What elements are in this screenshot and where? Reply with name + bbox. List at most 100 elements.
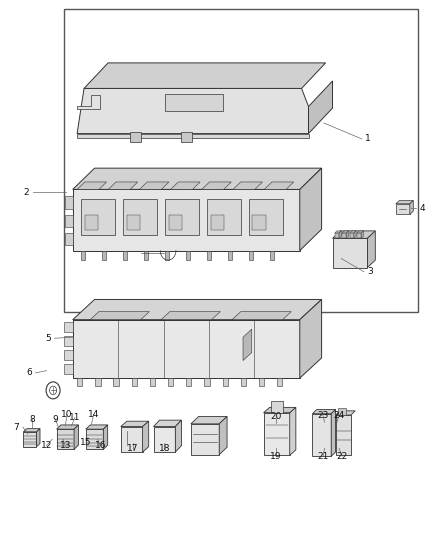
Bar (228, 251, 232, 260)
Bar (77, 378, 82, 385)
Bar (81, 251, 85, 260)
Polygon shape (339, 231, 341, 238)
Bar (150, 378, 155, 385)
Text: 24: 24 (333, 411, 345, 420)
Polygon shape (121, 426, 143, 452)
Bar (81, 199, 115, 235)
Polygon shape (161, 312, 220, 320)
Bar (169, 215, 182, 230)
Polygon shape (350, 231, 356, 233)
Polygon shape (23, 432, 36, 447)
Bar (211, 215, 224, 230)
Text: 3: 3 (367, 268, 373, 276)
Polygon shape (336, 415, 351, 455)
Polygon shape (354, 231, 356, 238)
Polygon shape (233, 182, 262, 189)
Polygon shape (312, 409, 336, 414)
Polygon shape (232, 312, 291, 320)
Bar (249, 251, 253, 260)
Polygon shape (219, 416, 227, 455)
Text: 18: 18 (159, 445, 170, 454)
Bar (124, 251, 127, 260)
Polygon shape (308, 81, 332, 134)
Polygon shape (86, 429, 103, 449)
Text: 10: 10 (61, 410, 73, 419)
Polygon shape (342, 231, 349, 233)
Text: 15: 15 (80, 439, 92, 448)
Bar (241, 378, 246, 385)
Bar (207, 251, 211, 260)
Bar (271, 401, 283, 413)
Bar (65, 233, 73, 245)
Polygon shape (73, 168, 321, 189)
Bar (64, 9, 418, 312)
Bar (165, 199, 199, 235)
Polygon shape (139, 182, 169, 189)
Polygon shape (36, 429, 40, 447)
Polygon shape (396, 204, 410, 214)
Text: 7: 7 (14, 423, 19, 432)
Polygon shape (84, 63, 325, 88)
Text: 8: 8 (29, 415, 35, 424)
Text: 20: 20 (270, 412, 282, 421)
Bar (124, 199, 157, 235)
Polygon shape (350, 233, 354, 238)
Bar (64, 350, 73, 360)
Bar (85, 215, 98, 230)
Polygon shape (312, 414, 331, 456)
Polygon shape (357, 231, 364, 233)
Polygon shape (264, 413, 290, 455)
Polygon shape (73, 189, 300, 251)
Polygon shape (57, 429, 74, 449)
Polygon shape (290, 407, 296, 455)
Text: 17: 17 (127, 445, 138, 454)
Text: 22: 22 (336, 452, 348, 461)
Bar (252, 215, 266, 230)
Polygon shape (77, 134, 308, 138)
Polygon shape (73, 320, 300, 378)
Polygon shape (153, 426, 175, 452)
Polygon shape (332, 238, 367, 268)
Bar (338, 408, 346, 415)
Polygon shape (191, 424, 219, 455)
Polygon shape (23, 429, 40, 432)
Polygon shape (108, 182, 138, 189)
Bar (132, 378, 137, 385)
Polygon shape (346, 231, 349, 238)
Bar (113, 378, 119, 385)
Text: 21: 21 (317, 452, 328, 461)
Polygon shape (332, 231, 375, 238)
Polygon shape (86, 425, 108, 429)
Bar (207, 199, 241, 235)
Text: 23: 23 (317, 411, 328, 420)
Polygon shape (357, 233, 361, 238)
Polygon shape (90, 312, 149, 320)
Polygon shape (264, 407, 296, 413)
Bar (186, 251, 190, 260)
Text: 12: 12 (41, 441, 52, 450)
Bar (65, 196, 73, 208)
Polygon shape (342, 233, 346, 238)
Text: 5: 5 (45, 334, 51, 343)
Text: 1: 1 (365, 134, 371, 143)
Bar (65, 215, 73, 227)
Bar (64, 364, 73, 374)
Polygon shape (367, 231, 375, 268)
Polygon shape (361, 231, 364, 238)
Text: 13: 13 (60, 441, 71, 450)
Polygon shape (175, 420, 181, 452)
Text: 2: 2 (24, 188, 29, 197)
Bar (259, 378, 264, 385)
Bar (277, 378, 283, 385)
Polygon shape (300, 168, 321, 251)
Bar (145, 251, 148, 260)
Bar (205, 378, 210, 385)
Text: 4: 4 (420, 204, 425, 213)
Polygon shape (300, 300, 321, 378)
Text: 11: 11 (69, 413, 81, 422)
Bar (127, 215, 140, 230)
Polygon shape (396, 200, 413, 204)
Polygon shape (335, 233, 339, 238)
Bar (270, 251, 274, 260)
Bar (223, 378, 228, 385)
